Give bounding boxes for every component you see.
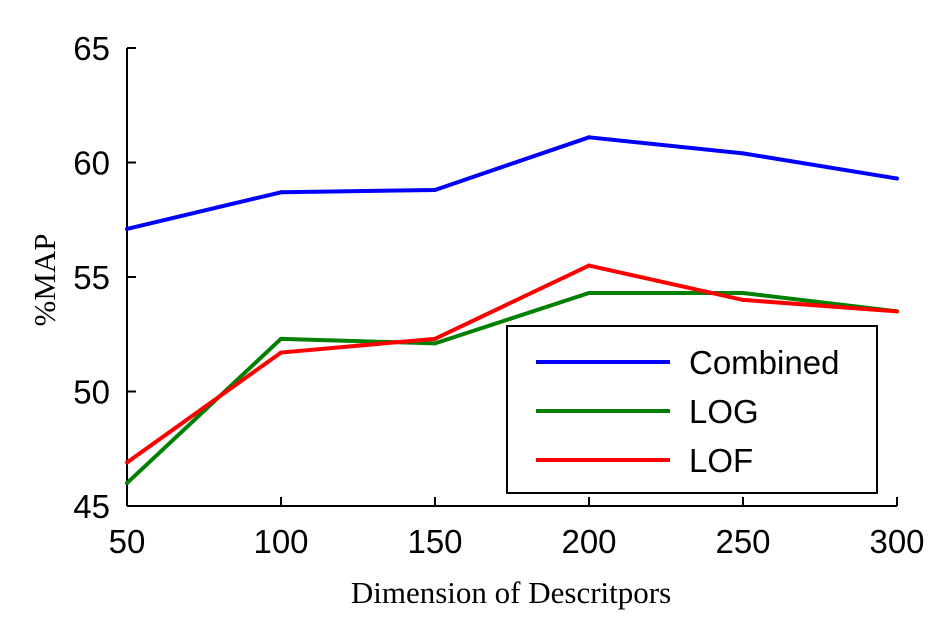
data-point-combined: [433, 187, 437, 192]
data-point-lof: [741, 297, 745, 302]
data-point-combined: [741, 151, 745, 156]
y-tick-label: 55: [73, 259, 110, 296]
legend-label-log: LOG: [689, 393, 759, 430]
data-point-log: [741, 291, 745, 296]
legend-label-combined: Combined: [689, 344, 839, 381]
y-tick-label: 60: [73, 145, 110, 182]
series-line-combined: [126, 135, 898, 231]
x-tick-label: 150: [407, 523, 462, 560]
data-point-log: [125, 481, 129, 486]
data-point-log: [279, 336, 283, 341]
series-line-lof: [125, 263, 898, 465]
x-tick-label: 250: [715, 523, 770, 560]
data-point-log: [433, 341, 437, 346]
data-point-lof: [587, 263, 591, 268]
data-point-combined: [125, 226, 129, 231]
data-point-lof: [895, 309, 899, 314]
data-point-log: [587, 291, 591, 296]
axes: [126, 47, 898, 507]
series-lines: [125, 135, 899, 486]
y-axis-label: %MAP: [27, 233, 62, 326]
x-tick-label: 300: [869, 523, 924, 560]
x-tick-label: 200: [561, 523, 616, 560]
series-line-log: [125, 291, 898, 485]
x-tick-label: 100: [253, 523, 308, 560]
y-tick-label: 50: [73, 374, 110, 411]
x-axis-label: Dimension of Descritpors: [351, 575, 671, 610]
data-point-lof: [279, 350, 283, 355]
data-point-combined: [587, 135, 591, 140]
data-point-lof: [433, 336, 437, 341]
data-point-combined: [895, 176, 899, 181]
data-point-combined: [279, 190, 283, 195]
y-tick-label: 65: [73, 30, 110, 67]
data-point-lof: [125, 460, 129, 465]
legend-label-lof: LOF: [689, 442, 753, 479]
legend: Combined LOG LOF: [506, 325, 878, 494]
y-tick-label: 45: [73, 488, 110, 525]
x-tick-label: 50: [109, 523, 146, 560]
